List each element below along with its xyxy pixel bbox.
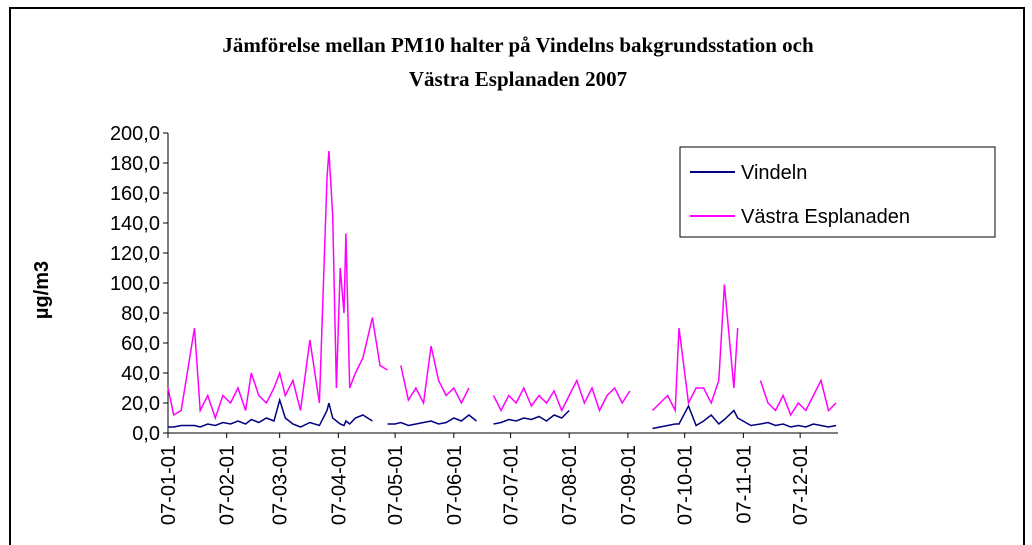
y-axis-label: µg/m3: [31, 261, 53, 319]
series-line: [167, 150, 837, 421]
x-tick-label: 07-05-01: [385, 445, 407, 525]
chart-title: Jämförelse mellan PM10 halter på Vindeln…: [222, 33, 814, 57]
y-tick-label: 20,0: [121, 393, 160, 415]
y-tick-label: 180,0: [110, 153, 160, 175]
y-tick-label: 100,0: [110, 273, 160, 295]
x-tick-label: 07-11-01: [733, 445, 755, 524]
x-tick-label: 07-07-01: [501, 445, 523, 525]
legend-label: Vindeln: [741, 162, 807, 184]
x-tick-label: 07-03-01: [270, 445, 292, 525]
y-tick-label: 40,0: [121, 363, 160, 385]
legend-label: Västra Esplanaden: [741, 206, 910, 228]
x-tick-label: 07-12-01: [790, 445, 812, 525]
x-tick-label: 07-04-01: [328, 445, 350, 525]
y-tick-label: 140,0: [110, 213, 160, 235]
y-tick-label: 200,0: [110, 123, 160, 145]
y-tick-label: 160,0: [110, 183, 160, 205]
y-tick-label: 80,0: [121, 303, 160, 325]
chart-title: Västra Esplanaden 2007: [409, 67, 627, 91]
x-tick-label: 07-10-01: [675, 445, 697, 525]
y-tick-label: 120,0: [110, 243, 160, 265]
x-tick-label: 07-09-01: [618, 445, 640, 525]
x-tick-label: 07-08-01: [559, 445, 581, 525]
chart-frame: [9, 7, 1025, 545]
x-tick-label: 07-02-01: [217, 445, 239, 525]
x-tick-label: 07-06-01: [444, 445, 466, 525]
y-tick-label: 60,0: [121, 333, 160, 355]
y-tick-label: 0,0: [132, 423, 160, 445]
x-tick-label: 07-01-01: [158, 445, 180, 525]
legend: [679, 146, 996, 238]
series-line: [168, 397, 837, 430]
